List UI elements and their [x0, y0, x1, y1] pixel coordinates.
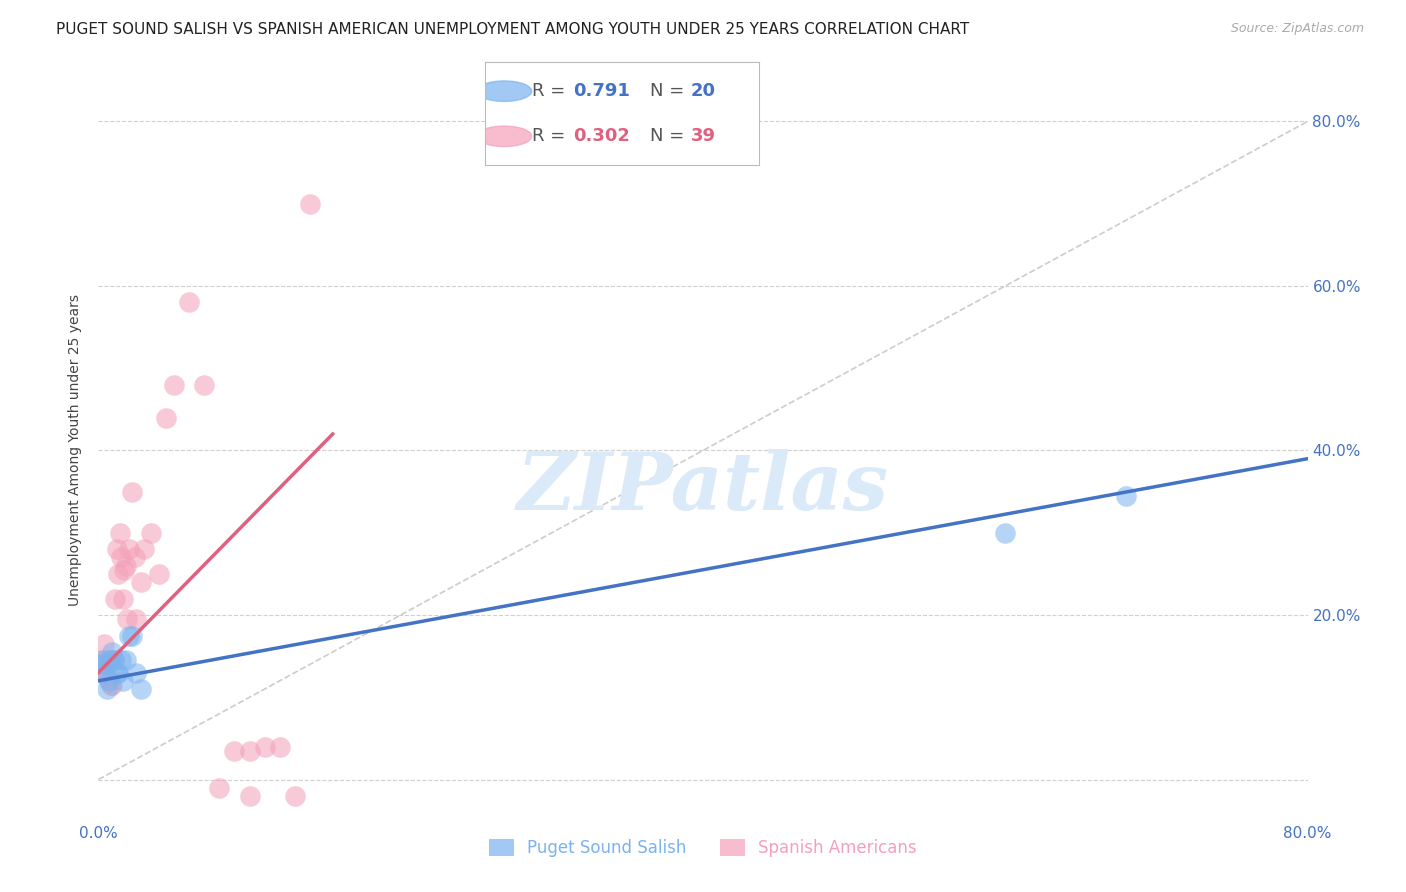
Point	[994, 525, 1017, 540]
Point	[253, 739, 276, 754]
Circle shape	[477, 81, 531, 102]
Y-axis label: Unemployment Among Youth under 25 years: Unemployment Among Youth under 25 years	[69, 294, 83, 607]
Text: ZIPatlas: ZIPatlas	[517, 449, 889, 526]
Point	[193, 377, 215, 392]
Point	[118, 629, 141, 643]
Point	[101, 678, 124, 692]
Point	[284, 789, 307, 803]
Point	[100, 678, 122, 692]
Point	[269, 739, 291, 754]
Point	[93, 637, 115, 651]
Point	[132, 542, 155, 557]
Text: Source: ZipAtlas.com: Source: ZipAtlas.com	[1230, 22, 1364, 36]
Point	[115, 612, 138, 626]
Point	[121, 484, 143, 499]
Point	[93, 665, 115, 680]
Point	[114, 558, 136, 573]
Point	[110, 653, 132, 667]
Point	[98, 653, 121, 667]
Point	[101, 645, 124, 659]
Text: N =: N =	[650, 82, 689, 100]
Point	[89, 653, 111, 667]
Point	[179, 295, 201, 310]
Point	[104, 591, 127, 606]
Point	[103, 653, 125, 667]
Point	[91, 653, 114, 667]
Point	[118, 542, 141, 557]
Point	[108, 525, 131, 540]
Point	[125, 665, 148, 680]
Point	[112, 563, 135, 577]
Circle shape	[477, 126, 531, 146]
Point	[148, 566, 170, 581]
Point	[155, 410, 177, 425]
Text: 0.302: 0.302	[572, 128, 630, 145]
Point	[299, 196, 322, 211]
Point	[94, 665, 117, 680]
Point	[129, 681, 152, 696]
Point	[94, 657, 117, 672]
Point	[103, 653, 125, 667]
Point	[121, 629, 143, 643]
Legend: Puget Sound Salish, Spanish Americans: Puget Sound Salish, Spanish Americans	[482, 832, 924, 864]
Point	[141, 525, 163, 540]
Point	[110, 550, 132, 565]
Point	[107, 665, 129, 680]
Point	[100, 653, 122, 667]
Text: PUGET SOUND SALISH VS SPANISH AMERICAN UNEMPLOYMENT AMONG YOUTH UNDER 25 YEARS C: PUGET SOUND SALISH VS SPANISH AMERICAN U…	[56, 22, 970, 37]
Text: N =: N =	[650, 128, 689, 145]
Point	[114, 653, 136, 667]
Point	[98, 673, 121, 688]
Point	[111, 591, 134, 606]
Point	[224, 744, 246, 758]
Point	[208, 780, 231, 795]
Point	[125, 612, 148, 626]
Point	[96, 681, 118, 696]
Point	[91, 665, 114, 680]
Point	[129, 575, 152, 590]
Text: R =: R =	[531, 82, 571, 100]
Point	[1115, 489, 1137, 503]
Point	[105, 665, 128, 680]
Point	[105, 542, 128, 557]
Point	[163, 377, 186, 392]
Text: 20: 20	[690, 82, 716, 100]
Point	[89, 657, 111, 672]
Text: 39: 39	[690, 128, 716, 145]
Point	[107, 566, 129, 581]
Point	[96, 670, 118, 684]
Point	[124, 550, 146, 565]
Point	[90, 657, 112, 672]
Point	[111, 673, 134, 688]
Text: 0.791: 0.791	[572, 82, 630, 100]
Text: R =: R =	[531, 128, 571, 145]
Point	[239, 744, 262, 758]
Point	[239, 789, 262, 803]
